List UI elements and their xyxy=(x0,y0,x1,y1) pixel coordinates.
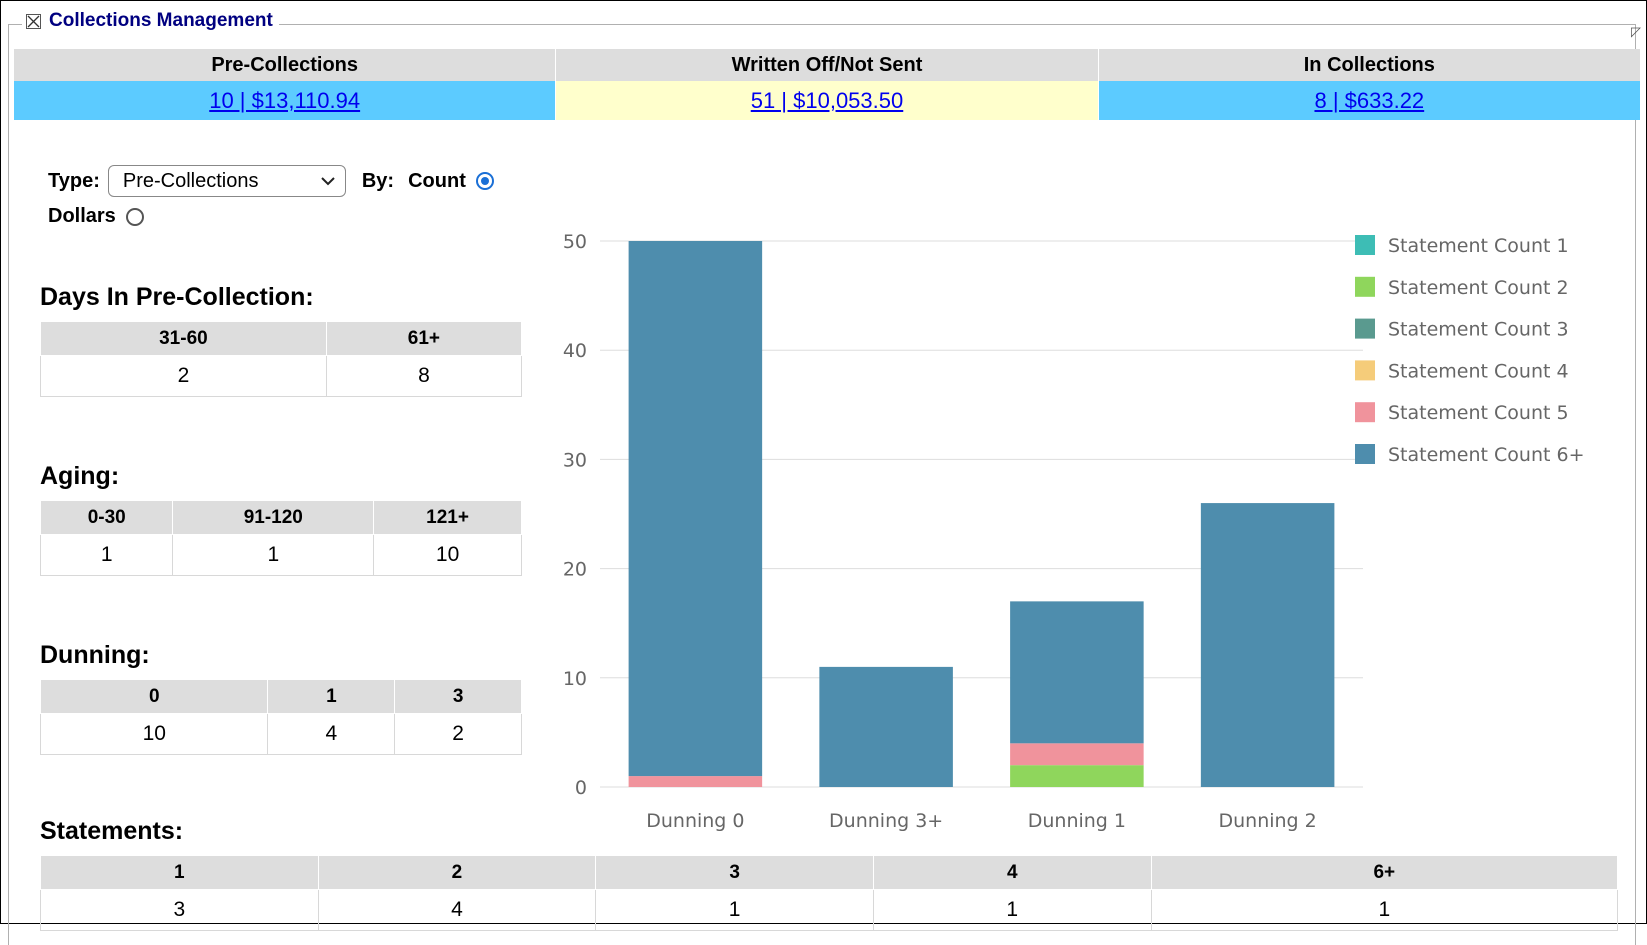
by-label: By: xyxy=(361,169,395,192)
summary-header: In Collections xyxy=(1098,49,1640,81)
table-header: 0-30 xyxy=(39,500,174,535)
type-label: Type: xyxy=(48,169,100,192)
table-header: 3 xyxy=(595,855,874,890)
table-cell: 2 xyxy=(40,355,327,397)
panel-header: Collections Management xyxy=(22,10,279,32)
dollars-label: Dollars xyxy=(48,205,116,227)
summary-in-collections: In Collections 8 | $633.22 xyxy=(1098,49,1640,120)
table-cell: 2 xyxy=(394,713,522,755)
summary-header: Pre-Collections xyxy=(14,49,556,81)
table-header: 3 xyxy=(394,679,522,714)
summary-value: 10 | $13,110.94 xyxy=(14,81,556,120)
count-label: Count xyxy=(408,169,466,192)
legend-swatch xyxy=(1355,360,1375,381)
panel-border xyxy=(8,24,1636,945)
panel-title: Collections Management xyxy=(49,10,273,31)
pre-collections-link[interactable]: 10 | $13,110.94 xyxy=(209,88,361,113)
table-cell: 1 xyxy=(39,534,174,576)
x-tick-label: Dunning 1 xyxy=(1028,810,1126,832)
table-header: 121+ xyxy=(373,500,522,535)
y-tick-label: 10 xyxy=(563,668,587,690)
table-cell: 8 xyxy=(325,355,523,397)
x-tick-label: Dunning 3+ xyxy=(829,810,943,832)
table-header: 1 xyxy=(267,679,396,714)
collapse-checkbox-icon[interactable] xyxy=(26,13,41,29)
y-tick-label: 30 xyxy=(563,449,587,471)
legend-label: Statement Count 2 xyxy=(1388,277,1569,299)
table-cell: 1 xyxy=(172,534,375,576)
bar-segment xyxy=(1010,743,1144,766)
table-header: 6+ xyxy=(1150,855,1619,890)
type-select-value: Pre-Collections xyxy=(122,169,259,192)
legend-label: Statement Count 5 xyxy=(1388,402,1569,424)
y-tick-label: 20 xyxy=(563,559,587,581)
legend-label: Statement Count 6+ xyxy=(1388,444,1585,466)
bar-segment xyxy=(1010,601,1144,744)
dollars-radio[interactable] xyxy=(125,207,144,226)
table-header: 1 xyxy=(40,855,319,890)
table-header: 0 xyxy=(39,679,269,714)
legend-swatch xyxy=(1355,402,1375,423)
written-off-link[interactable]: 51 | $10,053.50 xyxy=(750,88,904,113)
bar-segment xyxy=(819,666,953,787)
resize-icon[interactable]: ◸ xyxy=(1631,24,1641,39)
table-header: 91-120 xyxy=(172,500,375,535)
x-tick-label: Dunning 0 xyxy=(646,810,744,832)
legend-swatch xyxy=(1355,318,1375,339)
aging-table: 0-30 91-120 121+ 1 1 10 xyxy=(39,500,522,576)
table-header: 4 xyxy=(872,855,1152,890)
legend-swatch xyxy=(1355,235,1375,255)
bar-segment xyxy=(1010,765,1144,787)
summary-value: 51 | $10,053.50 xyxy=(556,81,1098,120)
legend-label: Statement Count 3 xyxy=(1388,319,1569,341)
count-radio[interactable] xyxy=(475,172,494,190)
y-tick-label: 50 xyxy=(563,231,587,253)
legend-label: Statement Count 4 xyxy=(1388,360,1569,382)
type-select[interactable]: Pre-Collections xyxy=(107,165,346,197)
table-cell: 1 xyxy=(872,889,1152,931)
days-title: Days In Pre-Collection: xyxy=(40,283,314,311)
y-tick-label: 0 xyxy=(575,777,587,799)
bar-segment xyxy=(1200,503,1335,787)
dunning-bar-chart: 0 10 20 30 40 50 Dunning 0 Dunning 3+ Dunning 1 D… xyxy=(563,231,1585,832)
table-cell: 4 xyxy=(317,889,597,931)
aging-title: Aging: xyxy=(40,462,120,490)
x-tick-label: Dunning 2 xyxy=(1218,810,1316,832)
statements-title: Statements: xyxy=(40,817,184,845)
summary-bar: Pre-Collections 10 | $13,110.94 Written … xyxy=(14,49,1640,120)
table-cell: 3 xyxy=(40,889,319,931)
legend-label: Statement Count 1 xyxy=(1388,235,1569,257)
table-cell: 10 xyxy=(373,534,522,576)
table-cell: 1 xyxy=(1150,889,1619,931)
table-header: 2 xyxy=(317,855,597,890)
filter-controls: Type: Pre-Collections By: Count Dollars xyxy=(48,165,494,228)
y-tick-label: 40 xyxy=(563,340,587,362)
dunning-title: Dunning: xyxy=(40,641,150,669)
summary-header: Written Off/Not Sent xyxy=(556,49,1098,81)
table-cell: 4 xyxy=(267,713,396,755)
in-collections-link[interactable]: 8 | $633.22 xyxy=(1314,88,1425,113)
bar-segment xyxy=(628,241,763,777)
legend-swatch xyxy=(1355,276,1375,297)
table-cell: 1 xyxy=(595,889,874,931)
table-header: 31-60 xyxy=(40,321,327,356)
summary-pre-collections: Pre-Collections 10 | $13,110.94 xyxy=(14,49,557,120)
statements-table: 1 2 3 4 6+ 3 4 1 1 1 xyxy=(40,855,1619,931)
chevron-down-icon xyxy=(321,176,335,185)
bar-segment xyxy=(628,776,763,787)
summary-value: 8 | $633.22 xyxy=(1098,81,1640,120)
summary-written-off: Written Off/Not Sent 51 | $10,053.50 xyxy=(556,49,1099,120)
table-cell: 10 xyxy=(39,713,269,755)
legend-swatch xyxy=(1355,444,1375,464)
table-header: 61+ xyxy=(325,321,523,356)
